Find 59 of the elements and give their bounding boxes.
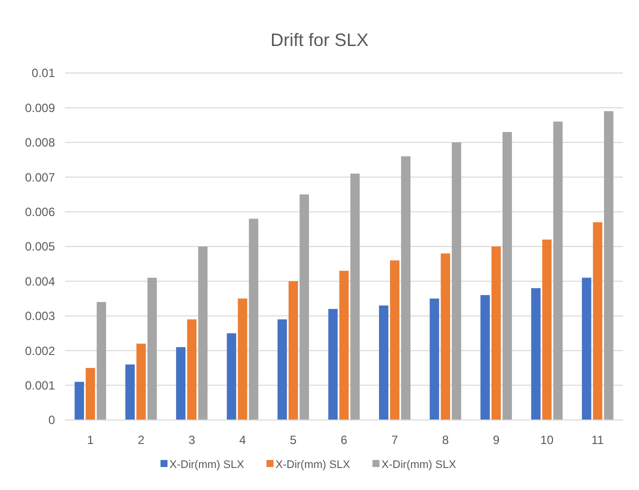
bar xyxy=(582,278,592,420)
bar xyxy=(604,111,614,420)
bar xyxy=(502,132,512,420)
legend-label: X-Dir(mm) SLX xyxy=(276,459,351,471)
bar xyxy=(136,344,146,420)
bar xyxy=(339,270,349,420)
bar xyxy=(430,298,440,420)
bar xyxy=(440,253,450,420)
bar xyxy=(401,156,410,420)
x-tick-label: 11 xyxy=(591,433,604,447)
x-tick-label: 2 xyxy=(138,433,145,447)
y-tick-label: 0.01 xyxy=(32,66,56,80)
chart-title: Drift for SLX xyxy=(270,30,369,50)
bar xyxy=(531,288,541,420)
bar xyxy=(74,382,84,420)
bar xyxy=(278,319,287,420)
bar xyxy=(452,142,462,420)
bar xyxy=(147,278,157,420)
legend-label: X-Dir(mm) SLX xyxy=(382,459,457,471)
x-tick-label: 3 xyxy=(188,433,196,447)
bar xyxy=(226,333,236,420)
bar xyxy=(379,305,388,420)
bar xyxy=(288,281,298,420)
y-tick-label: 0.007 xyxy=(24,170,56,184)
bar xyxy=(542,240,552,420)
y-tick-label: 0.005 xyxy=(24,240,56,254)
bar xyxy=(86,368,96,420)
x-tick-label: 7 xyxy=(391,433,398,447)
legend-label: X-Dir(mm) SLX xyxy=(170,459,245,471)
x-tick-label: 5 xyxy=(290,433,297,447)
bar xyxy=(350,174,360,420)
bar xyxy=(300,194,309,420)
bar xyxy=(125,364,135,420)
bar xyxy=(592,222,602,420)
y-tick-label: 0.008 xyxy=(24,136,56,150)
bar xyxy=(248,218,258,420)
y-tick-label: 0.004 xyxy=(24,274,56,288)
x-tick-label: 6 xyxy=(340,433,348,447)
x-tick-label: 1 xyxy=(87,433,94,447)
x-tick-label: 10 xyxy=(540,433,554,447)
y-tick-label: 0.003 xyxy=(24,309,56,324)
y-tick-label: 0.006 xyxy=(24,205,56,219)
bar xyxy=(553,122,563,420)
bar xyxy=(96,302,106,420)
y-tick-label: 0 xyxy=(48,413,56,428)
bar xyxy=(328,308,338,420)
bar xyxy=(176,347,186,420)
bar xyxy=(198,246,208,420)
x-tick-label: 8 xyxy=(442,433,450,447)
y-tick-label: 0.002 xyxy=(24,344,56,358)
x-tick-label: 9 xyxy=(492,433,500,447)
x-tick-label: 4 xyxy=(239,433,246,447)
bar xyxy=(187,319,197,420)
y-tick-label: 0.009 xyxy=(24,100,56,115)
y-tick-label: 0.001 xyxy=(24,378,56,392)
bar xyxy=(390,260,400,420)
bar xyxy=(238,298,248,420)
bar xyxy=(480,295,490,420)
bar xyxy=(491,246,501,420)
